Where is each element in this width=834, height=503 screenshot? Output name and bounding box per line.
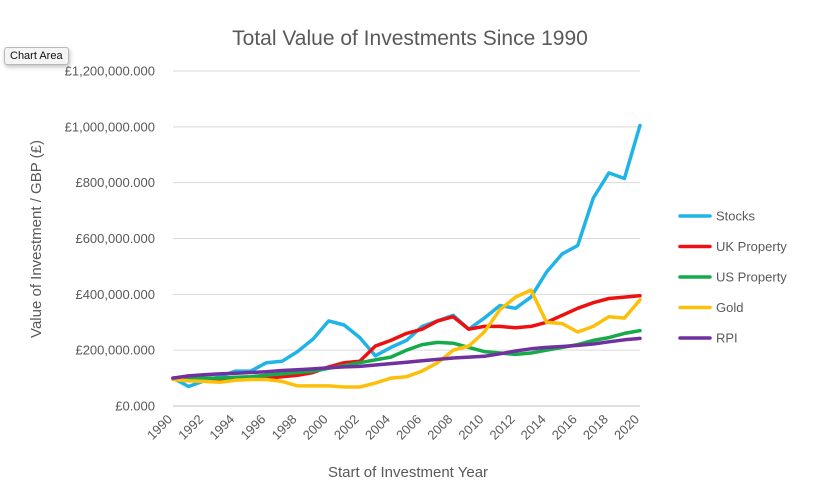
- x-tick-label: 1990: [144, 412, 175, 443]
- x-tick-label: 2020: [611, 412, 642, 443]
- x-tick-label: 2002: [331, 412, 362, 443]
- x-tick-label: 2000: [300, 412, 331, 443]
- x-tick-label: 2004: [362, 412, 393, 443]
- x-tick-label: 2014: [518, 412, 549, 443]
- y-tick-label: £800,000.000: [75, 175, 155, 190]
- y-axis-title: Value of Investment / GBP (£): [28, 140, 45, 338]
- x-tick-label: 1998: [269, 412, 300, 443]
- x-tick-label: 2018: [580, 412, 611, 443]
- y-tick-label: £1,200,000.000: [65, 64, 155, 79]
- chart-title: Total Value of Investments Since 1990: [232, 27, 588, 50]
- series-line-rpi: [171, 336, 642, 380]
- legend-label: US Property: [716, 270, 787, 285]
- y-tick-label: £400,000.000: [75, 287, 155, 302]
- legend-label: Gold: [716, 300, 743, 315]
- y-tick-label: £600,000.000: [75, 231, 155, 246]
- x-axis-title: Start of Investment Year: [328, 464, 488, 481]
- x-tick-label: 1994: [206, 412, 237, 443]
- legend-label: Stocks: [716, 209, 756, 224]
- x-tick-label: 2010: [455, 412, 486, 443]
- series-line-gold: [171, 288, 642, 389]
- x-tick-label: 2016: [549, 412, 580, 443]
- x-tick-label: 1996: [237, 412, 268, 443]
- x-axis-tick-labels: 1990 1992 1994 1996 1998 2000 2002 2004 2006 2008…: [144, 412, 642, 443]
- x-tick-label: 2006: [393, 412, 424, 443]
- legend-label: UK Property: [716, 239, 787, 254]
- gridlines: [173, 70, 640, 407]
- y-tick-label: £1,000,000.000: [65, 119, 155, 134]
- x-tick-label: 2008: [424, 412, 455, 443]
- y-tick-label: £200,000.000: [75, 343, 155, 358]
- legend[interactable]: Stocks UK Property US Property Gold RPI: [678, 209, 787, 346]
- y-axis-tick-labels: £0.000 £200,000.000 £400,000.000 £600,000.0…: [65, 64, 155, 414]
- chart-area-tooltip: Chart Area: [4, 47, 69, 65]
- x-tick-label: 1992: [175, 412, 206, 443]
- series-lines: [171, 123, 642, 389]
- y-tick-label: £0.000: [115, 399, 155, 414]
- legend-label: RPI: [716, 331, 738, 346]
- x-tick-label: 2012: [487, 412, 518, 443]
